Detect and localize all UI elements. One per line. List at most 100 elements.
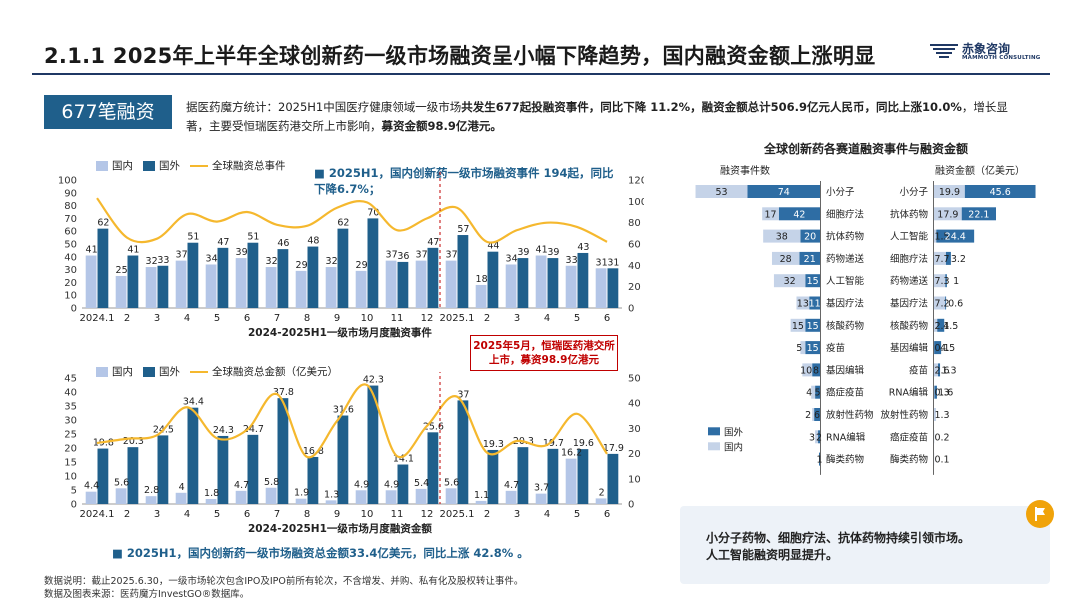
logo-text-cn: 赤象咨询 bbox=[962, 42, 1011, 56]
y-tick-right: 20 bbox=[628, 449, 641, 460]
bar-domestic bbox=[265, 487, 277, 504]
data-label-domestic: 4.9 bbox=[384, 479, 399, 490]
x-tick-label: 4 bbox=[184, 313, 190, 324]
data-label-domestic: 4.7 bbox=[504, 480, 519, 491]
top-chart-legend: 国内 国外 全球融资总事件 bbox=[96, 158, 296, 173]
legend-foreign-label: 国外 bbox=[159, 366, 180, 378]
bar-domestic bbox=[115, 276, 127, 308]
intro-paragraph: 据医药魔方统计：2025H1中国医疗健康领域一级市场共发生677起投融资事件，同… bbox=[186, 98, 1012, 136]
data-label-foreign: 41 bbox=[127, 245, 139, 256]
legend-domestic-label: 国内 bbox=[112, 160, 133, 172]
left-bar-foreign bbox=[747, 185, 820, 198]
right-label-foreign: 4.5 bbox=[943, 321, 958, 332]
right-label-domestic: 2.1 bbox=[934, 321, 949, 332]
data-label-domestic: 41 bbox=[86, 245, 98, 256]
right-label-foreign: 1 bbox=[953, 276, 959, 287]
logo-text-en: MAMMOTH CONSULTING bbox=[962, 55, 1041, 61]
right-label-domestic: 2.6 bbox=[934, 365, 949, 376]
data-label-domestic: 16.2 bbox=[561, 448, 582, 459]
x-tick-label: 5 bbox=[574, 509, 580, 520]
y-tick-left: 20 bbox=[64, 278, 77, 289]
bar-domestic bbox=[85, 491, 97, 504]
x-tick-label: 2024.1 bbox=[80, 313, 115, 324]
data-label-domestic: 37 bbox=[176, 250, 188, 261]
right-category: 酶类药物 bbox=[890, 454, 929, 466]
data-label-domestic: 37 bbox=[446, 250, 458, 261]
data-label-foreign: 19.7 bbox=[543, 438, 564, 449]
bar-domestic bbox=[535, 493, 547, 504]
y-tick-right: 0 bbox=[628, 500, 634, 511]
right-bar-foreign bbox=[934, 385, 937, 399]
data-label-domestic: 1.8 bbox=[204, 488, 219, 499]
hengrui-ipo-callout: 2025年5月，恒瑞医药港交所上市，募资98.9亿港元 bbox=[470, 335, 618, 371]
deal-count-badge: 677笔融资 bbox=[44, 95, 172, 129]
data-label-domestic: 32 bbox=[326, 256, 338, 267]
conclusion-line-2: 人工智能融资明显提升。 bbox=[706, 548, 839, 562]
total-line bbox=[96, 197, 608, 244]
bar-foreign bbox=[397, 464, 409, 504]
right-category: 放射性药物 bbox=[880, 409, 928, 421]
right-bar-foreign bbox=[945, 251, 951, 265]
data-label-domestic: 4.7 bbox=[234, 480, 249, 491]
conclusion-line-1: 小分子药物、细胞疗法、抗体药物持续引领市场。 bbox=[706, 531, 971, 545]
left-bar-domestic bbox=[802, 363, 813, 377]
left-bar-foreign bbox=[805, 341, 820, 355]
left-label-domestic: 5 bbox=[796, 343, 802, 354]
left-category: 酶类药物 bbox=[826, 454, 865, 466]
bar-foreign bbox=[277, 398, 289, 504]
x-tick-label: 4 bbox=[544, 313, 550, 324]
intro-text-1: 据医药魔方统计：2025H1中国医疗健康领域一级市场 bbox=[186, 100, 462, 114]
right-bar-domestic bbox=[934, 207, 962, 221]
y-tick-left: 45 bbox=[64, 374, 77, 385]
right-label-domestic: 1.5 bbox=[934, 232, 949, 243]
x-tick-label: 7 bbox=[274, 509, 280, 520]
data-label-domestic: 1.9 bbox=[294, 488, 309, 499]
legend-domestic-label: 国内 bbox=[112, 366, 133, 378]
data-label-foreign: 44 bbox=[487, 241, 499, 252]
right-category: 癌症疫苗 bbox=[890, 431, 928, 443]
data-label-foreign: 51 bbox=[187, 232, 199, 243]
data-label-foreign: 37 bbox=[457, 389, 469, 400]
legend-line-label: 全球融资总金额（亿美元） bbox=[212, 366, 338, 378]
left-label-domestic: 32 bbox=[784, 276, 796, 287]
left-label-foreign: 11 bbox=[809, 299, 821, 310]
bar-foreign bbox=[487, 449, 499, 504]
y-tick-left: 50 bbox=[64, 240, 77, 251]
left-category: 核酸药物 bbox=[826, 320, 865, 332]
data-label-domestic: 5.4 bbox=[414, 478, 429, 489]
y-tick-right: 0 bbox=[628, 304, 634, 315]
x-tick-label: 6 bbox=[604, 509, 610, 520]
bar-domestic bbox=[205, 498, 217, 504]
left-bar-foreign bbox=[809, 296, 820, 310]
bar-foreign bbox=[427, 247, 439, 308]
right-category: 小分子 bbox=[899, 187, 928, 198]
right-label-domestic: 0.1 bbox=[934, 343, 949, 354]
bar-domestic bbox=[355, 490, 367, 504]
right-bar-domestic bbox=[934, 185, 965, 198]
bar-foreign bbox=[367, 385, 379, 504]
bar-foreign bbox=[307, 246, 319, 308]
right-label-foreign: 45.6 bbox=[990, 187, 1011, 198]
data-label-domestic: 41 bbox=[536, 245, 548, 256]
right-bar-domestic bbox=[934, 408, 937, 421]
y-tick-right: 40 bbox=[628, 399, 641, 410]
left-bar-domestic bbox=[771, 251, 800, 265]
bar-foreign bbox=[217, 247, 229, 308]
data-label-domestic: 29 bbox=[356, 260, 368, 271]
right-label-foreign: 22.1 bbox=[968, 209, 989, 220]
bar-domestic bbox=[295, 270, 307, 308]
data-label-foreign: 17.9 bbox=[603, 443, 624, 454]
left-category: 人工智能 bbox=[826, 275, 865, 287]
legend-foreign-swatch bbox=[143, 160, 155, 171]
bar-domestic bbox=[145, 496, 157, 504]
bar-domestic bbox=[565, 265, 577, 308]
data-label-domestic: 4.4 bbox=[84, 481, 99, 492]
bar-domestic bbox=[445, 488, 457, 504]
right-bar-domestic bbox=[934, 363, 939, 377]
bar-foreign bbox=[127, 255, 139, 308]
right-bar-foreign bbox=[945, 296, 947, 310]
bar-foreign bbox=[517, 447, 529, 504]
data-label-foreign: 42.3 bbox=[363, 375, 384, 386]
legend-domestic-swatch bbox=[96, 160, 108, 171]
left-label-domestic: 38 bbox=[776, 232, 788, 243]
